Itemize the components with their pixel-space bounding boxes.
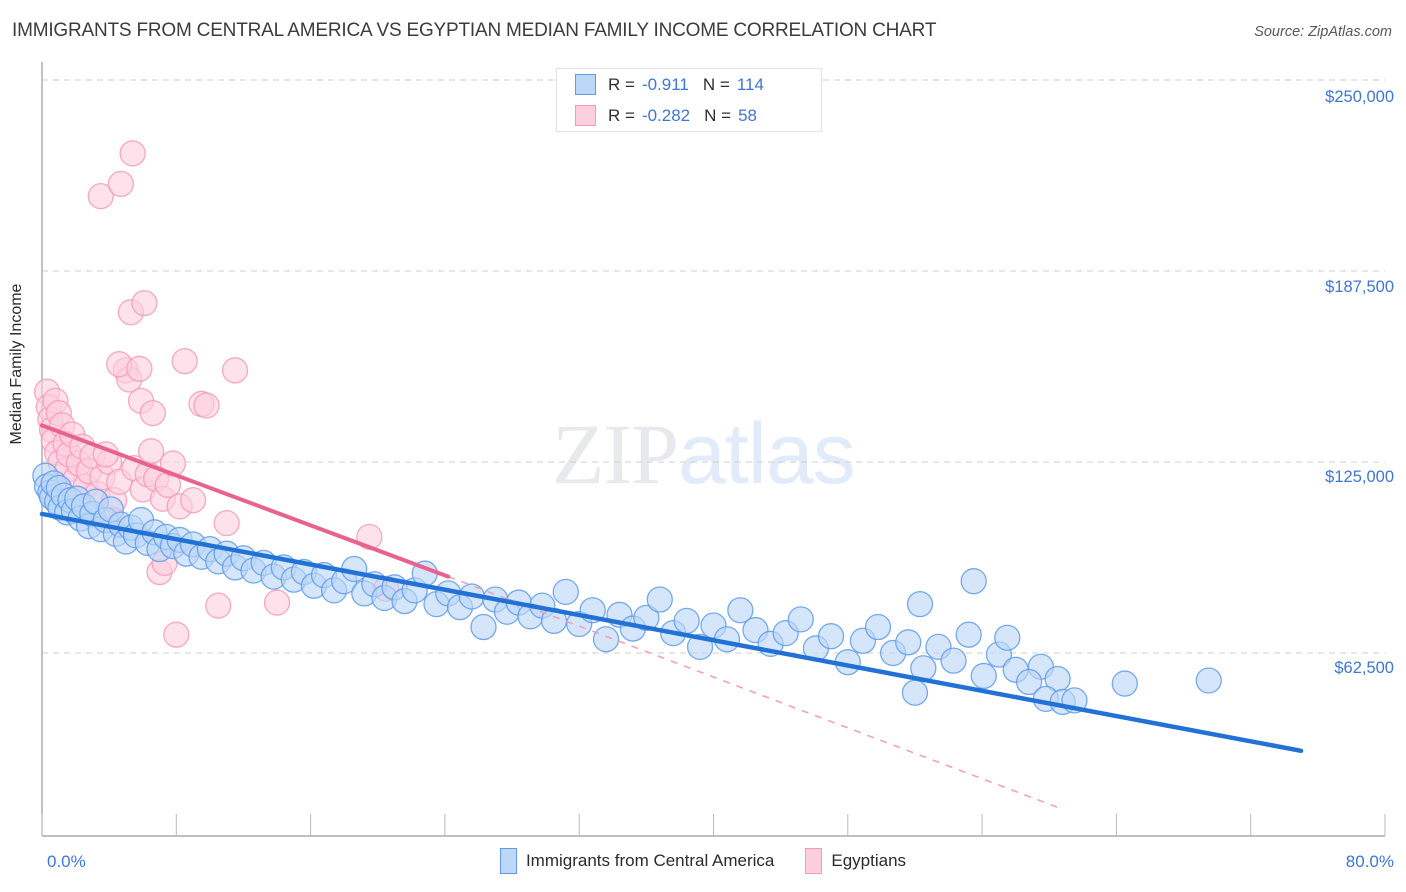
n-label-blue: N =	[702, 74, 730, 94]
page-title: IMMIGRANTS FROM CENTRAL AMERICA VS EGYPT…	[12, 20, 937, 41]
n-label-pink: N =	[704, 105, 732, 125]
y-tick-label-125000: $125,000	[1325, 468, 1394, 486]
legend-item-immigrants[interactable]: Immigrants from Central America	[499, 848, 775, 874]
data-point	[213, 509, 240, 537]
series-swatch-icon-pink	[575, 105, 596, 126]
x-tick-label-max: 80.0%	[1345, 852, 1394, 871]
data-point	[787, 606, 814, 633]
legend-item-egyptians[interactable]: Egyptians	[805, 848, 906, 874]
data-point	[727, 597, 754, 624]
data-point	[960, 568, 987, 595]
data-point	[906, 590, 934, 618]
data-point	[1111, 670, 1138, 697]
x-tick-label-min: 0.0%	[47, 852, 86, 871]
trendline-immigrants	[39, 511, 1304, 754]
data-point	[895, 629, 922, 656]
n-value-blue: 114	[736, 74, 764, 94]
data-point	[137, 438, 165, 465]
data-point	[592, 626, 620, 653]
data-point	[205, 592, 232, 619]
data-point	[901, 679, 929, 706]
trendline-egyptians-extension	[447, 575, 1058, 809]
data-point	[126, 355, 153, 382]
r-label-pink: R =	[608, 105, 635, 125]
data-point	[139, 399, 166, 427]
source-label: Source: ZipAtlas.com	[1254, 24, 1392, 40]
series-swatch-icon-blue	[575, 74, 596, 95]
data-point	[263, 589, 291, 616]
r-value-blue: -0.911	[641, 74, 689, 94]
data-point	[87, 182, 114, 210]
data-point	[940, 647, 967, 674]
data-point	[633, 604, 660, 632]
data-point	[193, 392, 220, 419]
y-tick-label-250000: $250,000	[1325, 88, 1394, 106]
data-point	[955, 621, 982, 648]
data-point	[646, 586, 673, 613]
y-tick-label-62500: $62,500	[1334, 659, 1394, 677]
trendline-egyptians	[40, 423, 451, 579]
data-point	[994, 624, 1021, 651]
data-point	[179, 487, 207, 514]
data-point	[131, 289, 158, 317]
r-label-blue: R =	[608, 74, 635, 94]
data-point	[552, 578, 579, 606]
legend-label-immigrants: Immigrants from Central America	[525, 851, 775, 870]
data-point	[1195, 667, 1222, 694]
correlation-stats-box: R = -0.911 N = 114 R = -0.282 N = 58	[556, 68, 822, 132]
data-point	[970, 662, 997, 690]
data-point	[673, 607, 700, 635]
legend-swatch-icon-blue	[499, 848, 517, 874]
legend-swatch-icon-pink	[805, 848, 823, 874]
legend-label-egyptians: Egyptians	[831, 851, 907, 870]
data-point	[221, 357, 249, 384]
data-point	[107, 170, 135, 198]
data-point	[119, 140, 146, 167]
data-point	[817, 623, 845, 650]
chart-legend: Immigrants from Central America Egyptian…	[0, 848, 1406, 874]
r-value-pink: -0.282	[641, 105, 691, 125]
series-egyptians	[33, 140, 400, 648]
n-value-pink: 58	[738, 105, 757, 125]
data-point	[1015, 668, 1043, 696]
data-point	[171, 348, 198, 375]
stats-row-pink: R = -0.282 N = 58	[557, 100, 821, 131]
series-immigrants	[32, 462, 1222, 716]
data-point	[470, 613, 497, 641]
stats-row-blue: R = -0.911 N = 114	[557, 69, 821, 100]
data-point	[864, 613, 892, 641]
data-point	[163, 621, 190, 648]
y-tick-label-187500: $187,500	[1325, 278, 1394, 296]
